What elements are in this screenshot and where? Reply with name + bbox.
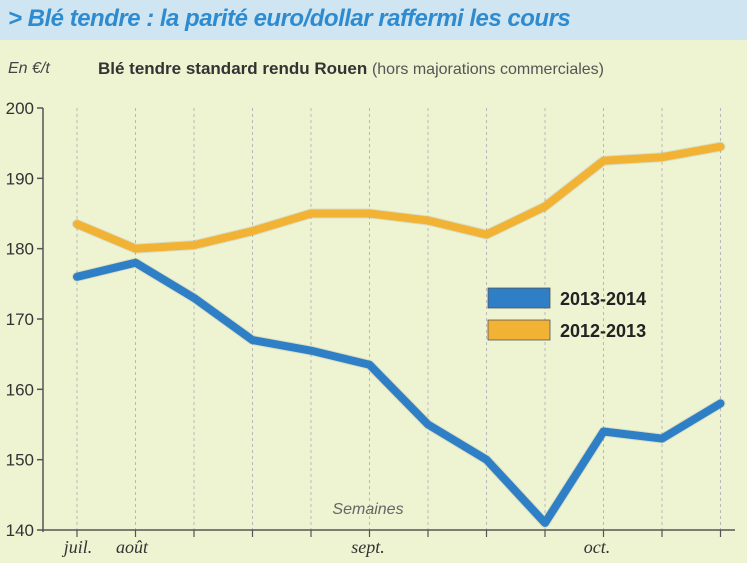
y-tick-label: 180 xyxy=(6,240,34,259)
x-month-label: juil. xyxy=(62,537,93,557)
chart-title: Blé tendre standard rendu Rouen xyxy=(98,59,368,78)
y-tick-label: 200 xyxy=(6,99,34,118)
y-tick-label: 190 xyxy=(6,169,34,188)
series-line-2013-2014 xyxy=(73,258,725,527)
axes xyxy=(37,107,735,537)
legend-label: 2013-2014 xyxy=(560,289,646,309)
x-month-label: sept. xyxy=(351,537,385,557)
y-tick-label: 160 xyxy=(6,380,34,399)
x-month-label: août xyxy=(116,537,149,557)
y-tick-label: 150 xyxy=(6,451,34,470)
grid-lines xyxy=(76,108,721,530)
chart-title-line: Blé tendre standard rendu Rouen (hors ma… xyxy=(98,59,604,79)
y-tick-label: 170 xyxy=(6,310,34,329)
series-line-2012-2013 xyxy=(73,142,725,253)
headline: > Blé tendre : la parité euro/dollar raf… xyxy=(8,5,571,32)
header-band: > Blé tendre : la parité euro/dollar raf… xyxy=(0,0,747,40)
axis-labels: 140 150 160 170 180 190 200 juil. août sept. oct. S… xyxy=(6,99,611,557)
x-month-label: oct. xyxy=(584,537,611,557)
series-lines xyxy=(72,141,726,528)
y-tick-label: 140 xyxy=(6,521,34,540)
x-axis-title: Semaines xyxy=(332,501,403,518)
legend-label: 2012-2013 xyxy=(560,321,646,341)
y-axis-unit: En €/t xyxy=(8,60,50,77)
legend-swatch xyxy=(487,287,551,309)
legend: 2013-2014 2012-2013 xyxy=(487,287,646,341)
legend-swatch xyxy=(487,319,551,341)
chart-subtitle: (hors majorations commerciales) xyxy=(371,61,604,78)
